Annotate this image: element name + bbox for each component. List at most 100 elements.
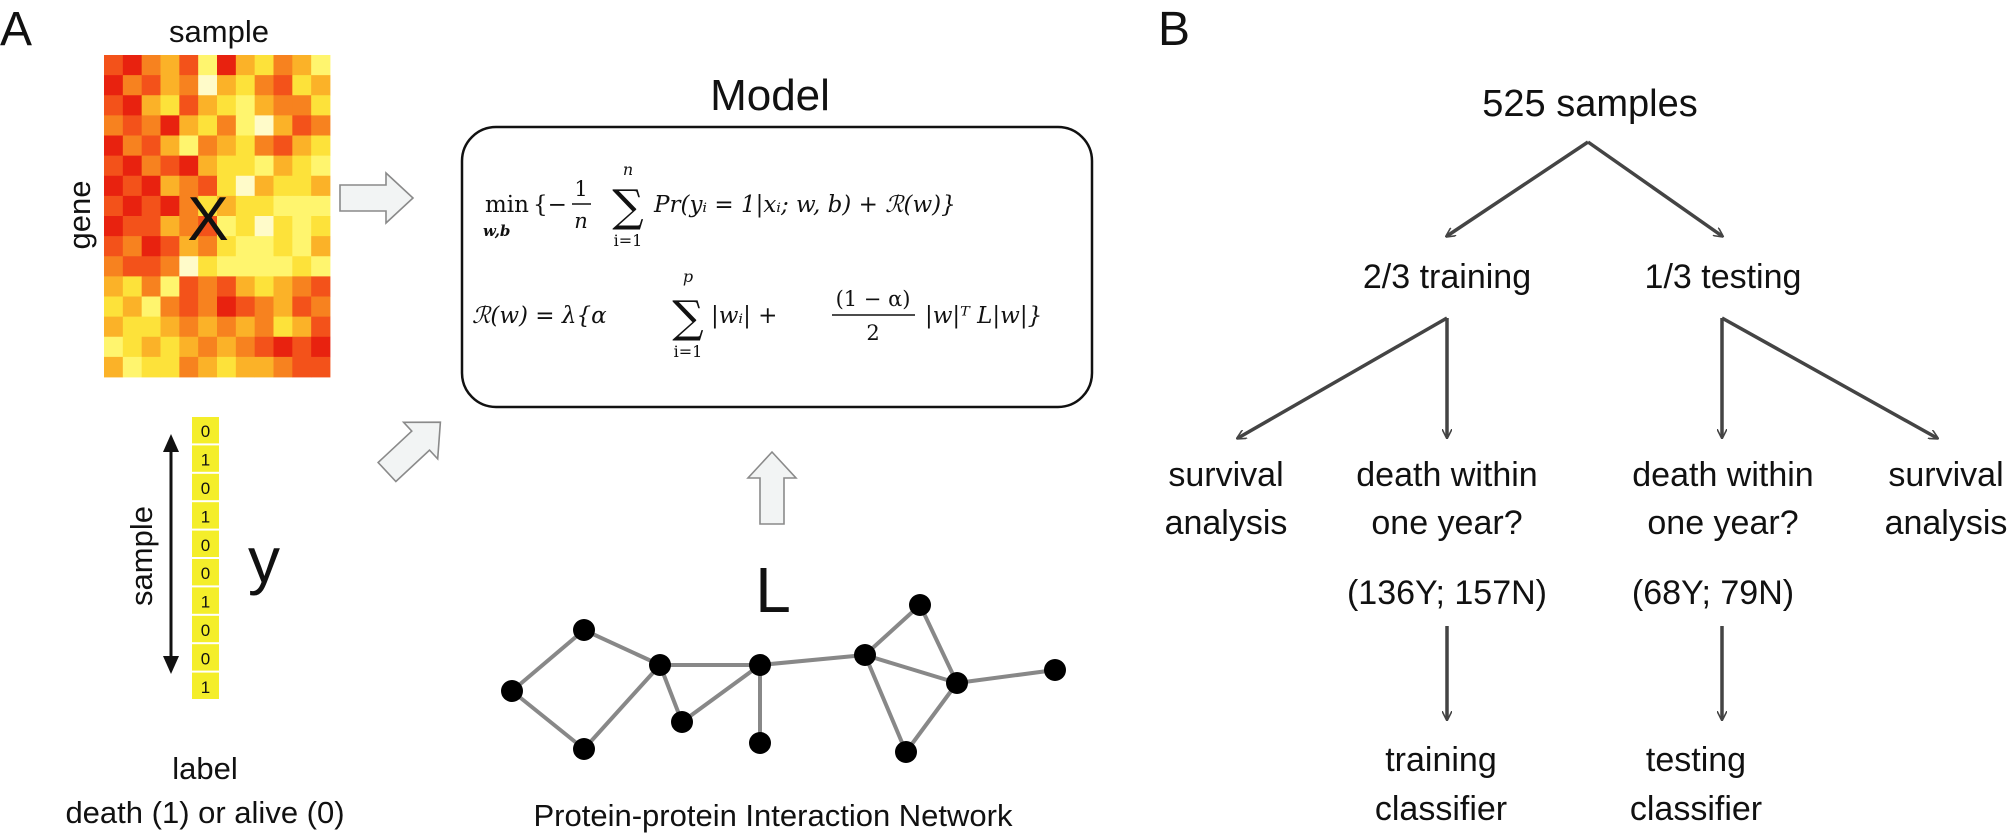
heatmap-cell <box>217 135 237 157</box>
heatmap-cell <box>160 75 180 96</box>
heatmap-cell <box>254 296 274 318</box>
gene-expression-heatmap <box>104 55 331 378</box>
network-node <box>749 654 771 676</box>
death-test-line2: one year? <box>1647 504 1798 542</box>
network-node <box>573 619 595 641</box>
arrow-root-to-testing <box>1586 140 1722 236</box>
heatmap-cell <box>254 95 274 116</box>
heatmap-cell <box>292 296 312 318</box>
test-classifier-line1: testing <box>1646 741 1746 779</box>
heatmap-cell <box>273 115 293 136</box>
heatmap-cell <box>179 135 199 157</box>
root-samples: 525 samples <box>1482 83 1697 125</box>
heatmap-cell <box>254 135 274 157</box>
heatmap-cell <box>141 135 161 157</box>
heatmap-cell <box>179 95 199 116</box>
label-cell <box>192 473 219 501</box>
heatmap-cell <box>122 276 143 297</box>
network-caption: Protein-protein Interaction Network <box>533 798 1013 833</box>
heatmap-cell <box>235 276 256 297</box>
heatmap-cell <box>311 356 331 378</box>
heatmap-cell <box>292 135 312 157</box>
heatmap-cell <box>160 276 180 297</box>
heatmap-cell <box>141 75 161 96</box>
death-train-counts: (136Y; 157N) <box>1347 574 1547 612</box>
label-caption-title: label <box>172 751 238 786</box>
heatmap-cell <box>141 155 161 177</box>
heatmap-cell <box>141 296 161 318</box>
heatmap-cell <box>198 236 218 257</box>
heatmap-cell <box>160 175 180 197</box>
heatmap-cell <box>122 216 143 237</box>
heatmap-cell <box>122 115 143 136</box>
heatmap-cell <box>141 316 161 338</box>
heatmap-cell <box>122 55 143 76</box>
svg-text:∑: ∑ <box>672 292 703 343</box>
heatmap-cell <box>311 256 331 277</box>
label-vector: 0 1 0 1 0 0 1 0 0 1 <box>192 417 219 699</box>
heatmap-cell <box>141 55 161 76</box>
heatmap-cell <box>254 356 274 378</box>
heatmap-cell <box>122 296 143 318</box>
heatmap-cell <box>217 256 237 277</box>
tree-arrows <box>1238 140 1937 719</box>
heatmap-cell <box>217 115 237 136</box>
network-node <box>854 644 876 666</box>
heatmap-cell <box>104 135 124 157</box>
heatmap-cell <box>179 75 199 96</box>
heatmap-cell <box>311 276 331 297</box>
heatmap-cell <box>292 55 312 76</box>
svg-text:Pr(yᵢ = 1|xᵢ; w, b) + ℛ(w)}: Pr(yᵢ = 1|xᵢ; w, b) + ℛ(w)} <box>653 192 956 218</box>
heatmap-cell <box>292 336 312 358</box>
heatmap-cell <box>160 216 180 237</box>
label-cell <box>192 502 219 529</box>
heatmap-cell <box>160 115 180 136</box>
heatmap-cell <box>254 336 274 358</box>
heatmap-cell <box>254 155 274 177</box>
heatmap-cell <box>198 135 218 157</box>
heatmap-cell <box>160 256 180 277</box>
label-cell <box>192 417 219 444</box>
heatmap-cell <box>160 336 180 358</box>
heatmap-sample-label: sample <box>169 14 269 49</box>
heatmap-cell <box>160 95 180 116</box>
heatmap-cell <box>311 115 331 136</box>
heatmap-cell <box>179 195 199 217</box>
heatmap-cell <box>141 236 161 257</box>
svg-text:n: n <box>623 160 633 179</box>
label-cell-value: 0 <box>201 649 210 668</box>
heatmap-cell <box>179 276 199 297</box>
heatmap-cell <box>198 296 218 318</box>
heatmap-cell <box>179 356 199 378</box>
label-cell <box>192 445 219 472</box>
heatmap-cell <box>217 155 237 177</box>
heatmap-cell <box>141 216 161 237</box>
block-arrow-vector-to-model <box>377 421 442 483</box>
heatmap-cell <box>160 296 180 318</box>
heatmap-cell <box>122 195 143 217</box>
heatmap-cell <box>179 336 199 358</box>
heatmap-cell <box>311 95 331 116</box>
heatmap-cell <box>141 95 161 116</box>
heatmap-cell <box>292 256 312 277</box>
heatmap-cell <box>273 135 293 157</box>
heatmap-cell <box>104 336 124 358</box>
heatmap-cell <box>104 175 124 197</box>
heatmap-cell <box>160 195 180 217</box>
label-cell <box>192 587 219 614</box>
heatmap-cell <box>311 316 331 338</box>
heatmap-cell <box>273 336 293 358</box>
heatmap-cell <box>254 75 274 96</box>
heatmap-cell <box>217 216 237 237</box>
heatmap-cell <box>141 175 161 197</box>
heatmap-cell <box>292 276 312 297</box>
survival-left-line2: analysis <box>1165 504 1288 542</box>
sample-double-arrow <box>163 434 179 674</box>
network-node <box>649 654 671 676</box>
arrow-testing-to-survival <box>1721 316 1937 438</box>
heatmap-cell <box>122 336 143 358</box>
network-nodes <box>501 594 1066 763</box>
heatmap-cell <box>217 95 237 116</box>
heatmap-cell <box>122 75 143 96</box>
heatmap-cell <box>273 276 293 297</box>
